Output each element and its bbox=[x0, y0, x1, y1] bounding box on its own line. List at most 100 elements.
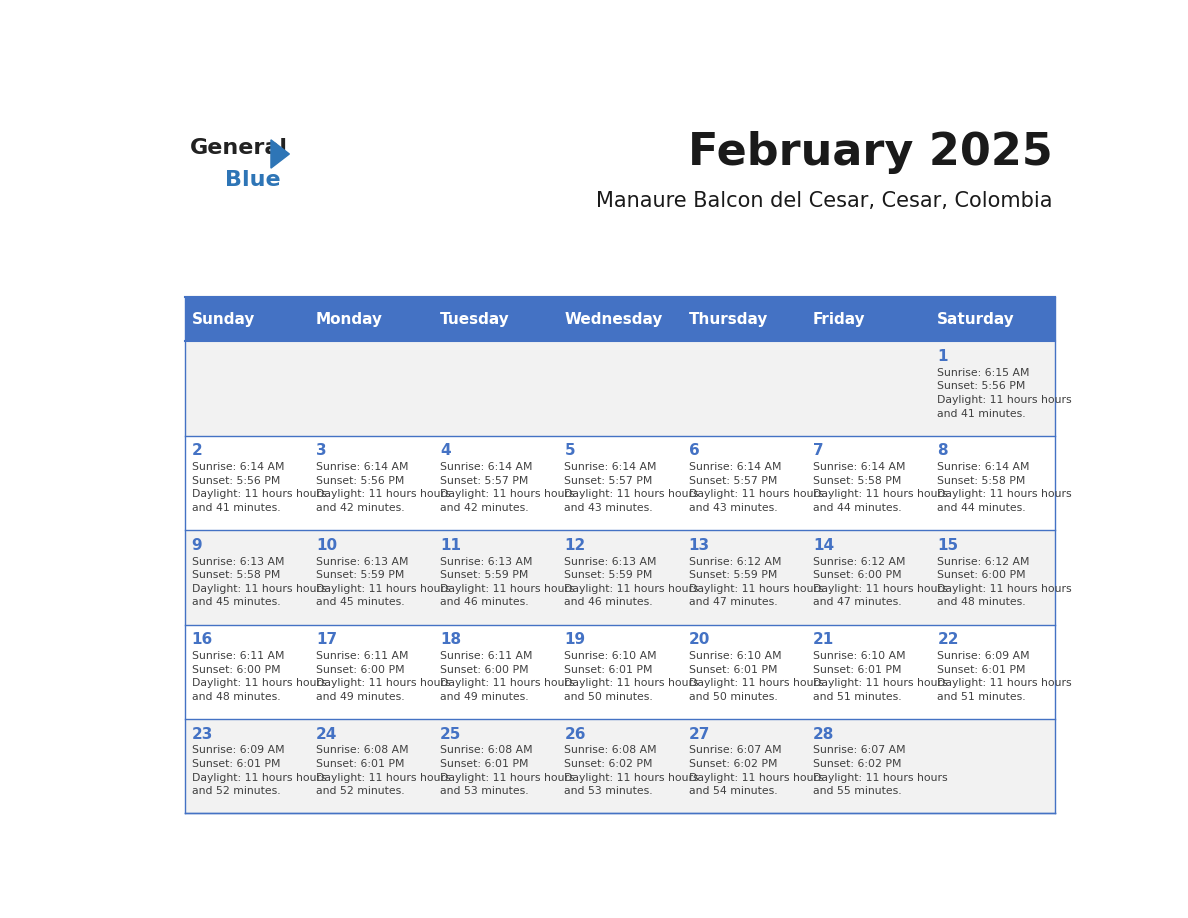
Text: 27: 27 bbox=[689, 727, 710, 742]
Text: Sunrise: 6:13 AM
Sunset: 5:59 PM
Daylight: 11 hours hours
and 45 minutes.: Sunrise: 6:13 AM Sunset: 5:59 PM Dayligh… bbox=[316, 556, 450, 608]
Text: Sunrise: 6:13 AM
Sunset: 5:59 PM
Daylight: 11 hours hours
and 46 minutes.: Sunrise: 6:13 AM Sunset: 5:59 PM Dayligh… bbox=[440, 556, 575, 608]
FancyBboxPatch shape bbox=[434, 341, 558, 436]
FancyBboxPatch shape bbox=[310, 341, 434, 436]
Polygon shape bbox=[271, 140, 290, 168]
Text: Sunrise: 6:10 AM
Sunset: 6:01 PM
Daylight: 11 hours hours
and 51 minutes.: Sunrise: 6:10 AM Sunset: 6:01 PM Dayligh… bbox=[813, 651, 948, 702]
FancyBboxPatch shape bbox=[185, 531, 310, 624]
FancyBboxPatch shape bbox=[310, 297, 434, 341]
Text: 4: 4 bbox=[440, 443, 450, 458]
Text: Saturday: Saturday bbox=[937, 312, 1015, 327]
Text: 20: 20 bbox=[689, 633, 710, 647]
FancyBboxPatch shape bbox=[434, 436, 558, 531]
Text: Sunrise: 6:11 AM
Sunset: 6:00 PM
Daylight: 11 hours hours
and 49 minutes.: Sunrise: 6:11 AM Sunset: 6:00 PM Dayligh… bbox=[440, 651, 575, 702]
FancyBboxPatch shape bbox=[434, 297, 558, 341]
FancyBboxPatch shape bbox=[931, 436, 1055, 531]
FancyBboxPatch shape bbox=[807, 436, 931, 531]
Text: Sunrise: 6:07 AM
Sunset: 6:02 PM
Daylight: 11 hours hours
and 55 minutes.: Sunrise: 6:07 AM Sunset: 6:02 PM Dayligh… bbox=[813, 745, 948, 796]
FancyBboxPatch shape bbox=[434, 719, 558, 813]
FancyBboxPatch shape bbox=[807, 719, 931, 813]
FancyBboxPatch shape bbox=[558, 341, 682, 436]
Text: Sunrise: 6:14 AM
Sunset: 5:57 PM
Daylight: 11 hours hours
and 43 minutes.: Sunrise: 6:14 AM Sunset: 5:57 PM Dayligh… bbox=[564, 462, 699, 513]
FancyBboxPatch shape bbox=[310, 719, 434, 813]
Text: General: General bbox=[190, 139, 287, 159]
Text: 2: 2 bbox=[191, 443, 202, 458]
FancyBboxPatch shape bbox=[185, 436, 310, 531]
Text: 24: 24 bbox=[316, 727, 337, 742]
Text: 17: 17 bbox=[316, 633, 337, 647]
FancyBboxPatch shape bbox=[185, 297, 310, 341]
Text: 26: 26 bbox=[564, 727, 586, 742]
FancyBboxPatch shape bbox=[682, 624, 807, 719]
Text: 7: 7 bbox=[813, 443, 823, 458]
Text: 22: 22 bbox=[937, 633, 959, 647]
Text: Sunrise: 6:10 AM
Sunset: 6:01 PM
Daylight: 11 hours hours
and 50 minutes.: Sunrise: 6:10 AM Sunset: 6:01 PM Dayligh… bbox=[689, 651, 823, 702]
Text: 6: 6 bbox=[689, 443, 700, 458]
Text: Sunrise: 6:14 AM
Sunset: 5:58 PM
Daylight: 11 hours hours
and 44 minutes.: Sunrise: 6:14 AM Sunset: 5:58 PM Dayligh… bbox=[937, 462, 1072, 513]
Text: 15: 15 bbox=[937, 538, 959, 553]
Text: Sunrise: 6:13 AM
Sunset: 5:58 PM
Daylight: 11 hours hours
and 45 minutes.: Sunrise: 6:13 AM Sunset: 5:58 PM Dayligh… bbox=[191, 556, 327, 608]
Text: 3: 3 bbox=[316, 443, 327, 458]
FancyBboxPatch shape bbox=[931, 297, 1055, 341]
Text: Sunrise: 6:12 AM
Sunset: 5:59 PM
Daylight: 11 hours hours
and 47 minutes.: Sunrise: 6:12 AM Sunset: 5:59 PM Dayligh… bbox=[689, 556, 823, 608]
Text: Monday: Monday bbox=[316, 312, 383, 327]
Text: Sunrise: 6:10 AM
Sunset: 6:01 PM
Daylight: 11 hours hours
and 50 minutes.: Sunrise: 6:10 AM Sunset: 6:01 PM Dayligh… bbox=[564, 651, 699, 702]
Text: Sunrise: 6:14 AM
Sunset: 5:58 PM
Daylight: 11 hours hours
and 44 minutes.: Sunrise: 6:14 AM Sunset: 5:58 PM Dayligh… bbox=[813, 462, 948, 513]
FancyBboxPatch shape bbox=[682, 531, 807, 624]
Text: 23: 23 bbox=[191, 727, 213, 742]
Text: Sunday: Sunday bbox=[191, 312, 255, 327]
Text: 12: 12 bbox=[564, 538, 586, 553]
FancyBboxPatch shape bbox=[931, 531, 1055, 624]
FancyBboxPatch shape bbox=[931, 624, 1055, 719]
Text: Sunrise: 6:08 AM
Sunset: 6:01 PM
Daylight: 11 hours hours
and 52 minutes.: Sunrise: 6:08 AM Sunset: 6:01 PM Dayligh… bbox=[316, 745, 450, 796]
Text: Manaure Balcon del Cesar, Cesar, Colombia: Manaure Balcon del Cesar, Cesar, Colombi… bbox=[596, 192, 1053, 211]
FancyBboxPatch shape bbox=[807, 297, 931, 341]
Text: Sunrise: 6:09 AM
Sunset: 6:01 PM
Daylight: 11 hours hours
and 52 minutes.: Sunrise: 6:09 AM Sunset: 6:01 PM Dayligh… bbox=[191, 745, 327, 796]
FancyBboxPatch shape bbox=[185, 341, 310, 436]
FancyBboxPatch shape bbox=[434, 624, 558, 719]
FancyBboxPatch shape bbox=[310, 624, 434, 719]
Text: Sunrise: 6:14 AM
Sunset: 5:57 PM
Daylight: 11 hours hours
and 42 minutes.: Sunrise: 6:14 AM Sunset: 5:57 PM Dayligh… bbox=[440, 462, 575, 513]
Text: 9: 9 bbox=[191, 538, 202, 553]
FancyBboxPatch shape bbox=[434, 531, 558, 624]
Text: 28: 28 bbox=[813, 727, 834, 742]
Text: Sunrise: 6:11 AM
Sunset: 6:00 PM
Daylight: 11 hours hours
and 49 minutes.: Sunrise: 6:11 AM Sunset: 6:00 PM Dayligh… bbox=[316, 651, 450, 702]
Text: 10: 10 bbox=[316, 538, 337, 553]
FancyBboxPatch shape bbox=[807, 624, 931, 719]
Text: 8: 8 bbox=[937, 443, 948, 458]
FancyBboxPatch shape bbox=[558, 297, 682, 341]
FancyBboxPatch shape bbox=[558, 436, 682, 531]
Text: Friday: Friday bbox=[813, 312, 866, 327]
Text: Sunrise: 6:13 AM
Sunset: 5:59 PM
Daylight: 11 hours hours
and 46 minutes.: Sunrise: 6:13 AM Sunset: 5:59 PM Dayligh… bbox=[564, 556, 699, 608]
FancyBboxPatch shape bbox=[310, 436, 434, 531]
Text: Sunrise: 6:07 AM
Sunset: 6:02 PM
Daylight: 11 hours hours
and 54 minutes.: Sunrise: 6:07 AM Sunset: 6:02 PM Dayligh… bbox=[689, 745, 823, 796]
FancyBboxPatch shape bbox=[558, 719, 682, 813]
Text: Sunrise: 6:14 AM
Sunset: 5:57 PM
Daylight: 11 hours hours
and 43 minutes.: Sunrise: 6:14 AM Sunset: 5:57 PM Dayligh… bbox=[689, 462, 823, 513]
FancyBboxPatch shape bbox=[807, 531, 931, 624]
Text: Sunrise: 6:08 AM
Sunset: 6:01 PM
Daylight: 11 hours hours
and 53 minutes.: Sunrise: 6:08 AM Sunset: 6:01 PM Dayligh… bbox=[440, 745, 575, 796]
FancyBboxPatch shape bbox=[682, 341, 807, 436]
Text: Thursday: Thursday bbox=[689, 312, 769, 327]
FancyBboxPatch shape bbox=[682, 297, 807, 341]
Text: 14: 14 bbox=[813, 538, 834, 553]
Text: February 2025: February 2025 bbox=[688, 131, 1053, 174]
FancyBboxPatch shape bbox=[185, 624, 310, 719]
Text: Sunrise: 6:14 AM
Sunset: 5:56 PM
Daylight: 11 hours hours
and 42 minutes.: Sunrise: 6:14 AM Sunset: 5:56 PM Dayligh… bbox=[316, 462, 450, 513]
Text: Tuesday: Tuesday bbox=[440, 312, 510, 327]
Text: 11: 11 bbox=[440, 538, 461, 553]
Text: 18: 18 bbox=[440, 633, 461, 647]
FancyBboxPatch shape bbox=[682, 719, 807, 813]
FancyBboxPatch shape bbox=[558, 624, 682, 719]
FancyBboxPatch shape bbox=[807, 341, 931, 436]
Text: Sunrise: 6:08 AM
Sunset: 6:02 PM
Daylight: 11 hours hours
and 53 minutes.: Sunrise: 6:08 AM Sunset: 6:02 PM Dayligh… bbox=[564, 745, 699, 796]
Text: 1: 1 bbox=[937, 349, 948, 364]
Text: Sunrise: 6:15 AM
Sunset: 5:56 PM
Daylight: 11 hours hours
and 41 minutes.: Sunrise: 6:15 AM Sunset: 5:56 PM Dayligh… bbox=[937, 368, 1072, 419]
Text: Wednesday: Wednesday bbox=[564, 312, 663, 327]
Text: 16: 16 bbox=[191, 633, 213, 647]
FancyBboxPatch shape bbox=[931, 719, 1055, 813]
Text: Sunrise: 6:12 AM
Sunset: 6:00 PM
Daylight: 11 hours hours
and 48 minutes.: Sunrise: 6:12 AM Sunset: 6:00 PM Dayligh… bbox=[937, 556, 1072, 608]
Text: 13: 13 bbox=[689, 538, 710, 553]
FancyBboxPatch shape bbox=[931, 341, 1055, 436]
FancyBboxPatch shape bbox=[310, 531, 434, 624]
FancyBboxPatch shape bbox=[185, 719, 310, 813]
Text: Sunrise: 6:12 AM
Sunset: 6:00 PM
Daylight: 11 hours hours
and 47 minutes.: Sunrise: 6:12 AM Sunset: 6:00 PM Dayligh… bbox=[813, 556, 948, 608]
